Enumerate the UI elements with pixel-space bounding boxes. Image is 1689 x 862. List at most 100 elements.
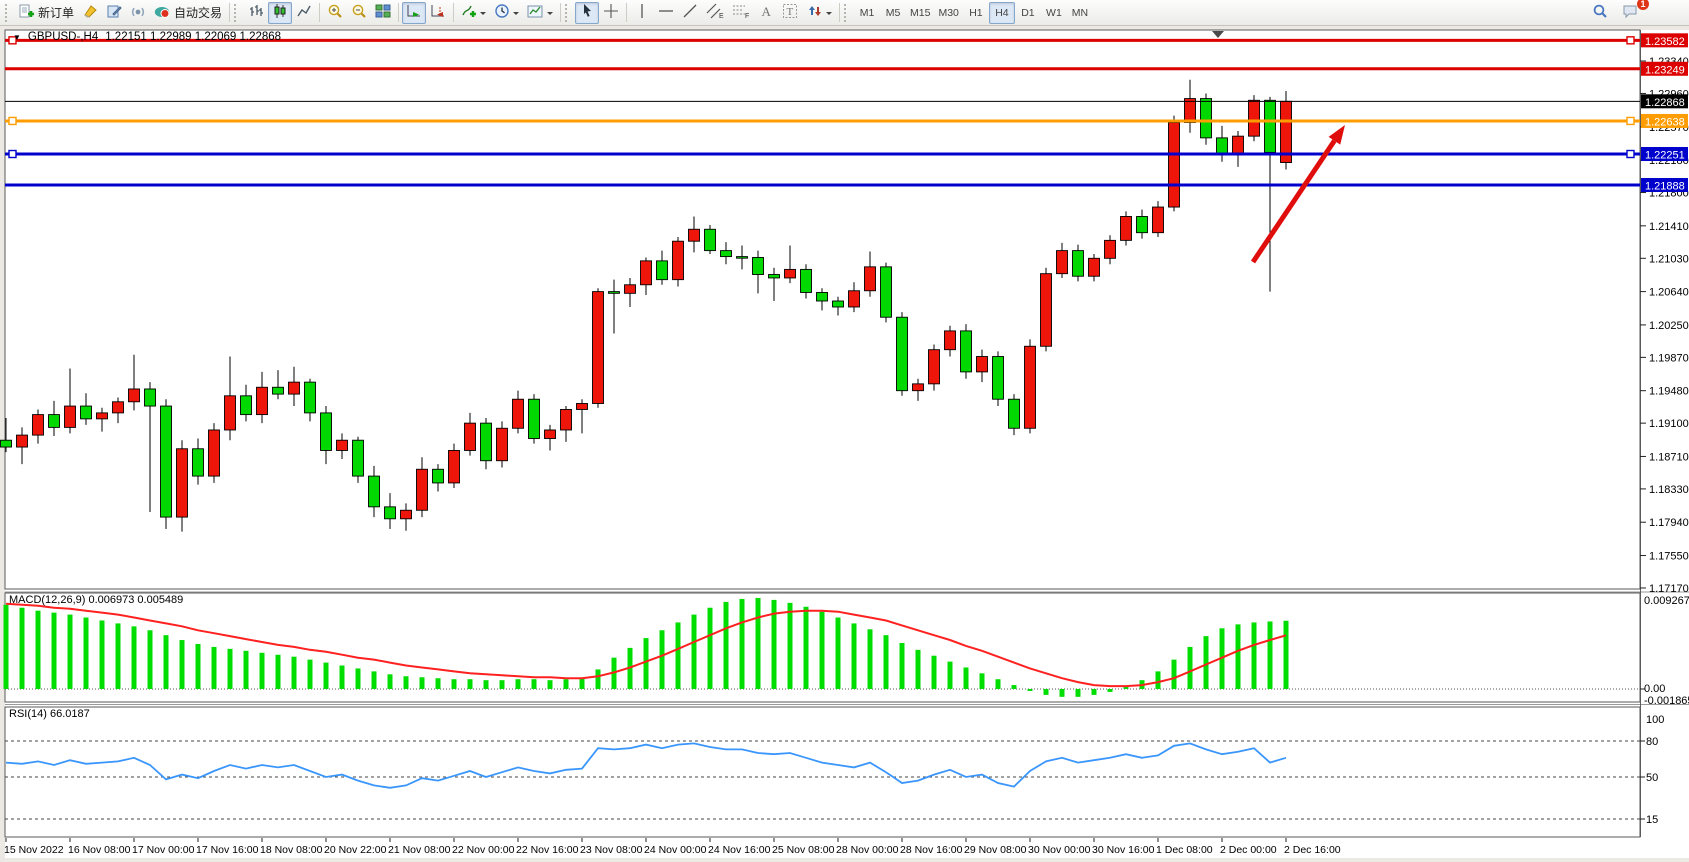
- autotrading-button[interactable]: 自动交易: [150, 2, 226, 24]
- timeframe-d1-button[interactable]: D1: [1015, 2, 1041, 24]
- dropdown-caret: [547, 11, 554, 18]
- text-button[interactable]: A: [754, 2, 778, 24]
- timeframe-m15-button[interactable]: M15: [906, 2, 934, 24]
- timeframe-mn-button[interactable]: MN: [1067, 2, 1093, 24]
- highlighter-icon: [83, 4, 98, 22]
- bar-chart-button[interactable]: [244, 2, 268, 24]
- toolbar-grip[interactable]: [565, 3, 572, 22]
- toolbar-grip[interactable]: [844, 3, 851, 22]
- line-handle: [8, 116, 17, 126]
- chart-canvas[interactable]: 1.233401.229601.225701.221801.218001.214…: [0, 27, 1689, 862]
- horizontal-line-button[interactable]: [654, 2, 678, 24]
- crosshair-icon: [603, 3, 619, 22]
- separator: [229, 3, 231, 22]
- chart-shift-button[interactable]: [426, 2, 450, 24]
- trendline-icon: [682, 3, 698, 22]
- trendline-button[interactable]: [678, 2, 702, 24]
- svg-text:28 Nov 16:00: 28 Nov 16:00: [900, 844, 963, 856]
- metaeditor-icon: [107, 4, 122, 22]
- svg-text:16 Nov 08:00: 16 Nov 08:00: [68, 844, 131, 856]
- symbol-marker-icon: ▼: [13, 32, 21, 42]
- svg-text:1.20640: 1.20640: [1649, 287, 1689, 299]
- timeframe-m30-button[interactable]: M30: [934, 2, 962, 24]
- svg-text:1.22638: 1.22638: [1645, 116, 1685, 128]
- text-label-icon: T: [782, 3, 799, 22]
- search-icon: [1592, 3, 1608, 22]
- price-axis: 1.233401.229601.225701.221801.218001.214…: [1640, 56, 1689, 595]
- toolbar-grip[interactable]: [234, 3, 241, 22]
- svg-text:1.17550: 1.17550: [1649, 551, 1689, 563]
- dropdown-caret: [513, 11, 520, 18]
- svg-text:-0.001865: -0.001865: [1644, 695, 1689, 707]
- svg-text:50: 50: [1646, 772, 1658, 784]
- search-button[interactable]: [1588, 2, 1612, 24]
- autotrading-label: 自动交易: [174, 6, 223, 20]
- toolbar-grip[interactable]: [5, 3, 12, 22]
- horizontal-line[interactable]: [5, 116, 1640, 126]
- notifications-button[interactable]: [1618, 2, 1643, 24]
- ohlc-label: 1.22151 1.22989 1.22069 1.22868: [105, 31, 282, 43]
- channel-button[interactable]: E: [702, 2, 728, 24]
- text-label-button[interactable]: T: [778, 2, 803, 24]
- timeframe-h4-button[interactable]: H4: [988, 1, 1015, 24]
- vertical-line-button[interactable]: [630, 2, 654, 24]
- separator: [560, 3, 562, 22]
- separator: [453, 3, 455, 22]
- chart-shift-marker: [1212, 31, 1224, 38]
- price-tag: 1.23582: [1641, 33, 1688, 48]
- timeframe-w1-button[interactable]: W1: [1041, 2, 1067, 24]
- timeframe-m1-button[interactable]: M1: [854, 2, 880, 24]
- dropdown-caret: [826, 11, 833, 18]
- svg-text:28 Nov 00:00: 28 Nov 00:00: [836, 844, 899, 856]
- zoom-out-button[interactable]: [347, 2, 371, 24]
- templates-button[interactable]: [523, 2, 557, 24]
- new-order-button[interactable]: 新订单: [15, 2, 78, 24]
- rsi-axis-top: 100: [1646, 714, 1664, 726]
- svg-text:25 Nov 08:00: 25 Nov 08:00: [772, 844, 835, 856]
- chart-shift-icon: [430, 3, 446, 22]
- trend-arrow[interactable]: [1250, 125, 1345, 264]
- candlestick-chart-button[interactable]: [268, 1, 293, 24]
- svg-text:80: 80: [1646, 736, 1658, 748]
- horizontal-line[interactable]: [5, 149, 1640, 159]
- svg-text:2 Dec 16:00: 2 Dec 16:00: [1284, 844, 1341, 856]
- text-icon: A: [759, 3, 773, 22]
- auto-scroll-button[interactable]: [402, 1, 427, 24]
- price-tag: 1.22251: [1641, 147, 1688, 162]
- signals-button[interactable]: [126, 2, 150, 24]
- zoom-in-button[interactable]: [323, 2, 347, 24]
- svg-text:1.19100: 1.19100: [1649, 418, 1689, 430]
- svg-text:15 Nov 2022: 15 Nov 2022: [4, 844, 64, 856]
- svg-text:29 Nov 08:00: 29 Nov 08:00: [964, 844, 1027, 856]
- fibonacci-button[interactable]: F: [728, 2, 754, 24]
- tile-windows-button[interactable]: [371, 2, 395, 24]
- svg-text:1.22868: 1.22868: [1645, 97, 1685, 109]
- timeframe-h1-button[interactable]: H1: [963, 2, 989, 24]
- horizontal-line-icon: [658, 4, 674, 21]
- styler-button[interactable]: [78, 2, 102, 24]
- new-order-icon: [19, 4, 35, 22]
- periods-button[interactable]: [490, 2, 523, 24]
- svg-text:1.23249: 1.23249: [1645, 64, 1685, 76]
- timeframe-m5-button[interactable]: M5: [880, 2, 906, 24]
- crosshair-button[interactable]: [599, 2, 623, 24]
- indicators-button[interactable]: [457, 2, 490, 24]
- pane-borders: [4, 29, 1689, 838]
- template-icon: [527, 4, 544, 22]
- line-chart-button[interactable]: [292, 2, 316, 24]
- price-tag: 1.23249: [1641, 61, 1688, 76]
- svg-text:1.22251: 1.22251: [1645, 150, 1685, 162]
- arrows-button[interactable]: [803, 2, 836, 24]
- metaeditor-button[interactable]: [102, 2, 126, 24]
- indicators-icon: [461, 3, 477, 22]
- svg-text:22 Nov 00:00: 22 Nov 00:00: [452, 844, 515, 856]
- chart-background: [5, 30, 1689, 858]
- horizontal-line[interactable]: [5, 36, 1640, 45]
- separator: [319, 3, 321, 22]
- svg-text:1 Dec 08:00: 1 Dec 08:00: [1156, 844, 1213, 856]
- svg-text:1.19480: 1.19480: [1649, 386, 1689, 398]
- line-handle: [8, 149, 17, 159]
- cursor-button[interactable]: [575, 1, 600, 24]
- svg-text:18 Nov 08:00: 18 Nov 08:00: [260, 844, 323, 856]
- auto-scroll-icon: [406, 3, 422, 22]
